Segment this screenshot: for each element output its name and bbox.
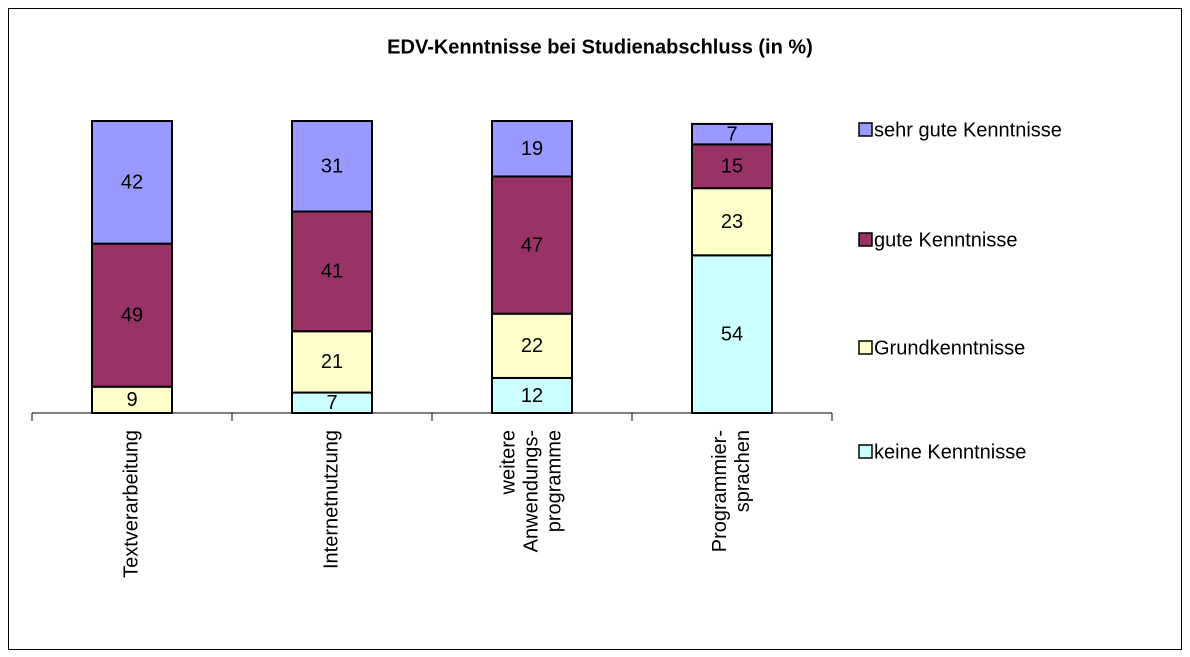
data-label: 21 bbox=[321, 351, 343, 373]
legend-swatch bbox=[858, 122, 873, 137]
data-label: 7 bbox=[726, 123, 737, 145]
bar-segment bbox=[291, 330, 373, 394]
x-tick-label: Programmier- bbox=[709, 430, 731, 552]
x-tick-label: programme bbox=[543, 430, 565, 532]
bar-segment bbox=[491, 376, 573, 414]
x-tick-label: Textverarbeitung bbox=[120, 430, 142, 578]
data-label: 15 bbox=[721, 156, 743, 178]
bar-segment bbox=[491, 175, 573, 315]
legend-swatch bbox=[858, 444, 873, 459]
bar-segment bbox=[691, 187, 773, 257]
bar-segment bbox=[491, 312, 573, 379]
bar-segment bbox=[291, 120, 373, 213]
bar-segment bbox=[491, 120, 573, 178]
data-label: 19 bbox=[521, 138, 543, 160]
bar-segment bbox=[91, 242, 173, 388]
x-tick-label: Internetnutzung bbox=[320, 430, 342, 569]
bar-segment bbox=[691, 122, 773, 146]
bar-segment bbox=[691, 143, 773, 190]
bar-segment bbox=[91, 120, 173, 245]
legend-swatch bbox=[858, 232, 873, 247]
data-label: 23 bbox=[721, 211, 743, 233]
data-label: 22 bbox=[521, 335, 543, 357]
x-tick-label: sprachen bbox=[732, 430, 754, 512]
chart-frame bbox=[8, 8, 1182, 650]
x-tick-label: Anwendungs- bbox=[520, 430, 542, 552]
legend-label: gute Kenntnisse bbox=[874, 229, 1017, 251]
x-tick-label: weitere bbox=[497, 430, 519, 495]
data-label: 9 bbox=[126, 389, 137, 411]
data-label: 41 bbox=[321, 261, 343, 283]
legend-label: Grundkenntnisse bbox=[874, 337, 1025, 359]
chart-title: EDV-Kenntnisse bei Studienabschluss (in … bbox=[387, 36, 813, 58]
data-label: 54 bbox=[721, 323, 743, 345]
bar-segment bbox=[291, 210, 373, 333]
data-label: 7 bbox=[326, 392, 337, 414]
data-label: 12 bbox=[521, 385, 543, 407]
data-label: 31 bbox=[321, 156, 343, 178]
data-label: 47 bbox=[521, 234, 543, 256]
legend-label: sehr gute Kenntnisse bbox=[874, 119, 1062, 141]
data-label: 49 bbox=[121, 304, 143, 326]
legend-label: keine Kenntnisse bbox=[874, 441, 1026, 463]
legend-swatch bbox=[858, 340, 873, 355]
data-label: 42 bbox=[121, 172, 143, 194]
